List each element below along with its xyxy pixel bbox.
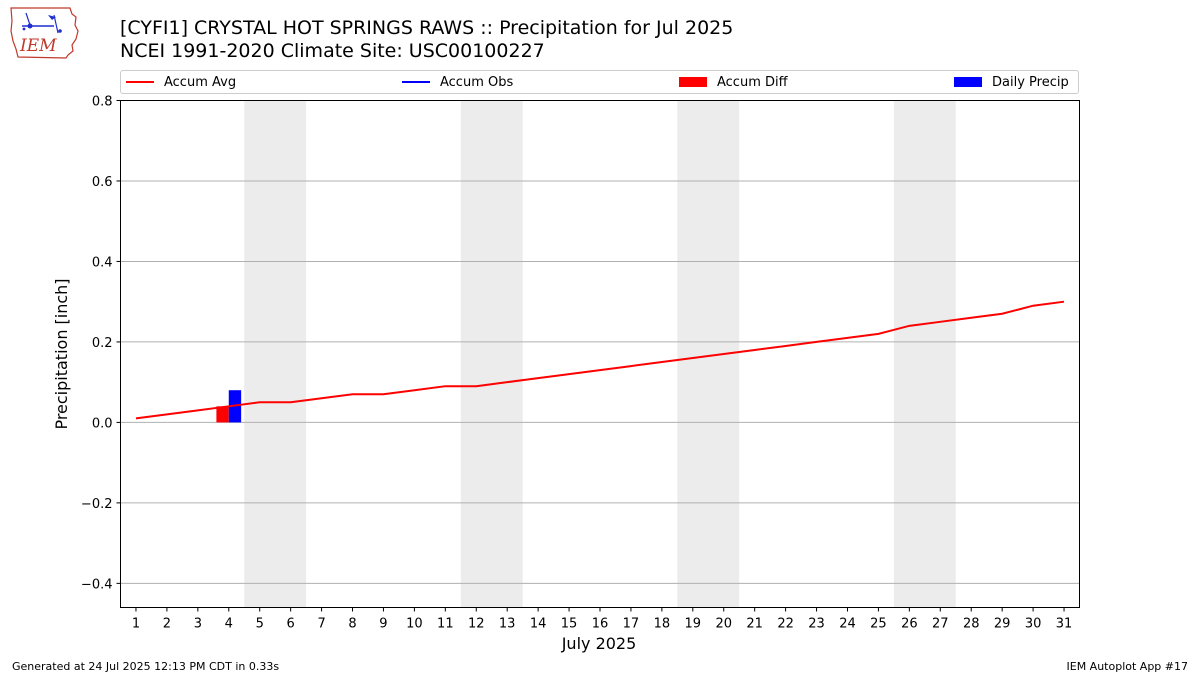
x-tick-label-24: 24 — [839, 617, 856, 632]
legend-label-accum-avg: Accum Avg — [164, 74, 237, 90]
x-tick-label-8: 8 — [348, 617, 356, 632]
iem-logo: IEM — [10, 7, 79, 59]
x-tick-label-17: 17 — [623, 617, 640, 632]
x-tick-label-1: 1 — [132, 617, 140, 632]
generated-timestamp: Generated at 24 Jul 2025 12:13 PM CDT in… — [12, 660, 280, 673]
y-tick-label-4: 0.4 — [92, 255, 113, 270]
x-tick-label-28: 28 — [963, 617, 980, 632]
legend-label-accum-obs: Accum Obs — [440, 74, 514, 90]
x-tick-label-21: 21 — [746, 617, 763, 632]
weekend-shade-0 — [244, 100, 307, 608]
x-tick-label-15: 15 — [561, 617, 578, 632]
legend-swatch-accum-diff — [679, 77, 707, 87]
x-tick-label-25: 25 — [870, 617, 887, 632]
x-tick-label-3: 3 — [194, 617, 202, 632]
x-tick-label-4: 4 — [225, 617, 233, 632]
y-tick-label-2: 0.0 — [92, 416, 113, 431]
legend-item-daily-precip: Daily Precip — [954, 71, 1069, 93]
chart-title: [CYFI1] CRYSTAL HOT SPRINGS RAWS :: Prec… — [120, 17, 734, 39]
x-tick-label-29: 29 — [994, 617, 1011, 632]
x-tick-label-13: 13 — [499, 617, 516, 632]
x-tick-label-22: 22 — [777, 617, 794, 632]
accum-avg-line — [135, 300, 1065, 420]
legend-item-accum-diff: Accum Diff — [679, 71, 788, 93]
legend-swatch-accum-obs — [402, 81, 430, 83]
x-tick-label-11: 11 — [437, 617, 454, 632]
chart-subtitle: NCEI 1991-2020 Climate Site: USC00100227 — [120, 40, 545, 62]
y-tick-label-1: −0.2 — [81, 497, 113, 512]
legend-item-accum-avg: Accum Avg — [126, 71, 236, 93]
x-tick-label-23: 23 — [808, 617, 825, 632]
x-axis-label: July 2025 — [561, 634, 637, 653]
legend-label-daily-precip: Daily Precip — [992, 74, 1069, 90]
x-tick-label-7: 7 — [317, 617, 325, 632]
x-tick-label-9: 9 — [379, 617, 387, 632]
bar-accum-diff-0 — [216, 406, 229, 423]
y-tick-label-0: −0.4 — [81, 577, 113, 592]
legend-swatch-accum-avg — [126, 81, 154, 83]
x-tick-label-6: 6 — [287, 617, 295, 632]
precipitation-chart: 1 2 3 4 5 6 7 8 9 10 11 12 13 14 15 16 17 18 19 20 21 22 23 24 2… — [52, 95, 1080, 653]
y-tick-label-3: 0.2 — [92, 336, 113, 351]
y-tick-label-5: 0.6 — [92, 175, 113, 190]
x-tick-label-26: 26 — [901, 617, 918, 632]
x-tick-label-16: 16 — [592, 617, 609, 632]
x-tick-label-18: 18 — [654, 617, 671, 632]
app-label: IEM Autoplot App #17 — [1066, 660, 1189, 673]
y-tick-label-6: 0.8 — [92, 95, 113, 110]
chart-legend: Accum Avg Accum Obs Accum Diff Daily Pre… — [120, 70, 1079, 94]
x-tick-label-27: 27 — [932, 617, 949, 632]
weekend-shade-1 — [460, 100, 523, 608]
x-tick-label-5: 5 — [256, 617, 264, 632]
y-axis-label: Precipitation [inch] — [52, 278, 71, 429]
legend-label-accum-diff: Accum Diff — [717, 74, 788, 90]
x-tick-label-19: 19 — [685, 617, 702, 632]
x-tick-label-12: 12 — [468, 617, 485, 632]
weekend-shade-3 — [893, 100, 956, 608]
x-tick-label-30: 30 — [1025, 617, 1042, 632]
x-tick-label-10: 10 — [406, 617, 423, 632]
legend-swatch-daily-precip — [954, 77, 982, 87]
svg-text:IEM: IEM — [19, 36, 57, 56]
x-tick-label-14: 14 — [530, 617, 547, 632]
x-tick-label-2: 2 — [163, 617, 171, 632]
x-tick-label-20: 20 — [715, 617, 732, 632]
x-tick-label-31: 31 — [1056, 617, 1073, 632]
legend-item-accum-obs: Accum Obs — [402, 71, 513, 93]
